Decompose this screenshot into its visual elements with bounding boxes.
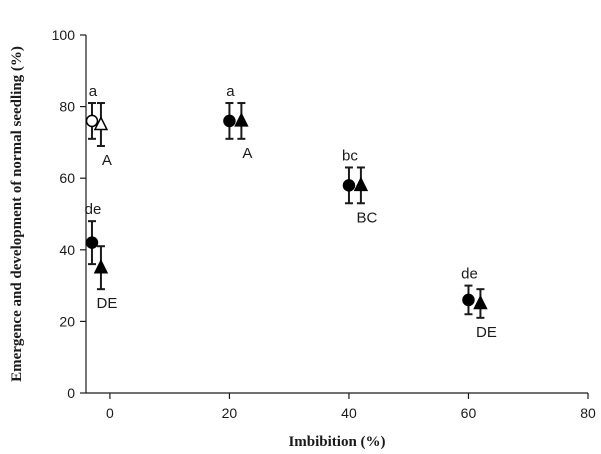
y-tick-label: 80 xyxy=(59,99,75,115)
x-tick-label: 60 xyxy=(461,405,477,421)
data-point-triangle xyxy=(93,259,109,274)
y-ticks: 0 20 40 60 80 100 xyxy=(52,27,86,401)
data-point-triangle xyxy=(93,115,109,131)
x-tick-label: 80 xyxy=(580,405,596,421)
y-tick-label: 20 xyxy=(59,313,75,329)
significance-letter: DE xyxy=(476,324,497,341)
data-point-circle xyxy=(342,179,356,192)
data-marks: a a bc de de A A BC DE DE xyxy=(85,83,497,341)
x-tick-label: 20 xyxy=(222,405,238,421)
axes xyxy=(85,35,588,394)
significance-letter: a xyxy=(226,83,235,100)
data-point-triangle xyxy=(353,176,369,192)
y-tick-label: 100 xyxy=(52,27,76,43)
significance-letter: DE xyxy=(97,295,118,312)
y-tick-label: 60 xyxy=(59,170,75,186)
significance-letter: A xyxy=(102,152,112,169)
y-tick-label: 0 xyxy=(67,385,75,401)
data-point-circle xyxy=(462,293,475,307)
significance-letter: BC xyxy=(356,209,377,226)
y-tick-label: 40 xyxy=(59,242,75,258)
y-axis-title: Emergence and development of normal seed… xyxy=(9,46,25,382)
data-point-circle xyxy=(85,114,99,128)
data-point-triangle xyxy=(234,112,249,127)
data-point-circle xyxy=(85,236,99,249)
x-axis-title: Imbibition (%) xyxy=(288,434,385,450)
x-tick-label: 40 xyxy=(341,405,357,421)
significance-letter: bc xyxy=(342,147,358,164)
x-ticks: 0 20 40 60 80 xyxy=(106,393,596,421)
significance-letter: de xyxy=(85,201,102,218)
significance-letter: a xyxy=(89,83,98,100)
significance-letter: A xyxy=(242,145,252,162)
x-tick-label: 0 xyxy=(106,405,114,421)
significance-letter: de xyxy=(461,266,478,283)
data-point-triangle xyxy=(473,294,488,310)
data-point-circle xyxy=(223,114,236,128)
